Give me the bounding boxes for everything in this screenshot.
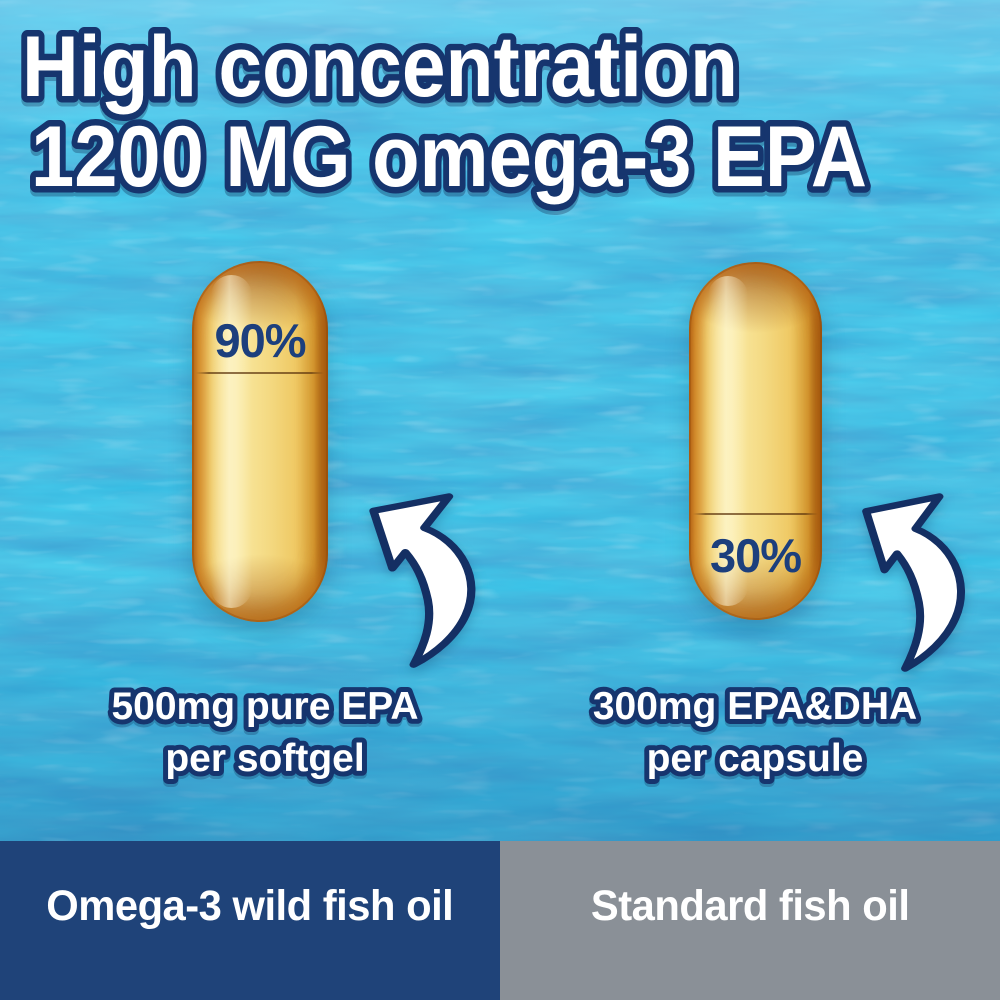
footer-competitor-label: Standard fish oil xyxy=(590,882,910,930)
product-percent-label: 90% xyxy=(214,314,306,367)
competitor-caption-line2: per capsule xyxy=(647,737,864,780)
headline: High concentration 1200 MG omega-3 EPA xyxy=(16,13,874,212)
curved-arrow-icon xyxy=(369,493,476,668)
competitor-caption-line1: 300mg EPA&DHA xyxy=(593,685,917,728)
softgel-capsule-competitor: 30% xyxy=(689,262,822,620)
comparison-footer-bar: Omega-3 wild fish oil Standard fish oil xyxy=(0,841,1000,1000)
footer-product-cell: Omega-3 wild fish oil xyxy=(0,841,500,1000)
curved-arrow-icon xyxy=(862,493,966,672)
product-fill-line xyxy=(196,372,324,374)
competitor-percent-label: 30% xyxy=(709,529,802,582)
competitor-caption: 300mg EPA&DHA per capsule xyxy=(588,680,922,785)
headline-line1: High concentration xyxy=(22,19,738,115)
headline-line2: 1200 MG omega-3 EPA xyxy=(31,109,867,205)
competitor-fill-line xyxy=(692,513,819,515)
product-caption-line1: 500mg pure EPA xyxy=(111,685,418,728)
footer-product-label: Omega-3 wild fish oil xyxy=(46,882,454,930)
capsule-shine xyxy=(211,275,252,608)
product-caption-line2: per softgel xyxy=(165,737,364,780)
capsule-shine xyxy=(707,276,748,606)
softgel-capsule-product: 90% xyxy=(192,261,328,622)
product-caption: 500mg pure EPA per softgel xyxy=(106,680,423,785)
footer-competitor-cell: Standard fish oil xyxy=(500,841,1000,1000)
